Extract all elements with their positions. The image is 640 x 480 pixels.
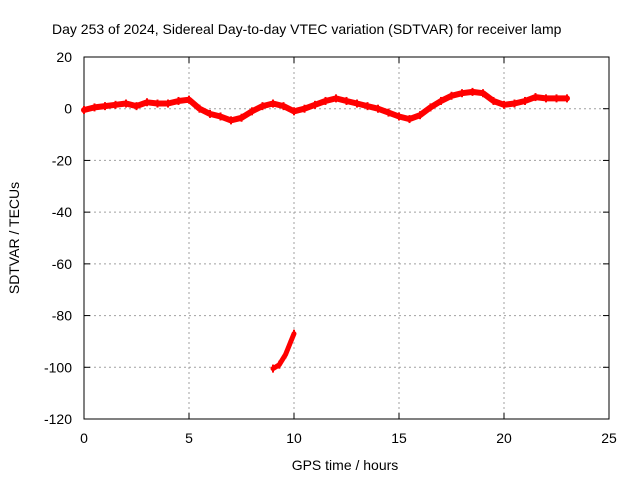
y-tick-label: 20: [56, 49, 72, 65]
y-tick-label: 0: [64, 101, 72, 117]
series-line-1: [81, 88, 570, 124]
x-tick-label: 0: [80, 430, 88, 446]
y-axis-label: SDTVAR / TECUs: [6, 182, 22, 294]
plot-frame: [83, 56, 610, 420]
series-group: [81, 87, 570, 373]
y-tick-label: -80: [52, 308, 72, 324]
y-tick-label: -40: [52, 204, 72, 220]
x-tick-label: 5: [185, 430, 193, 446]
y-tick-labels: 20 0 -20 -40 -60 -80 -100 -120: [44, 49, 72, 427]
chart-title: Day 253 of 2024, Sidereal Day-to-day VTE…: [52, 21, 562, 37]
x-tick-label: 25: [601, 430, 617, 446]
x-tick-label: 15: [391, 430, 407, 446]
x-tick-labels: 0 5 10 15 20 25: [80, 430, 617, 446]
y-tick-label: -60: [52, 256, 72, 272]
y-tick-label: -20: [52, 152, 72, 168]
x-tick-label: 20: [496, 430, 512, 446]
series-line-2: [270, 331, 297, 372]
x-tick-label: 10: [286, 430, 302, 446]
x-axis-label: GPS time / hours: [292, 457, 399, 473]
grid-lines: [83, 56, 610, 420]
y-tick-label: -120: [44, 411, 72, 427]
y-tick-label: -100: [44, 359, 72, 375]
